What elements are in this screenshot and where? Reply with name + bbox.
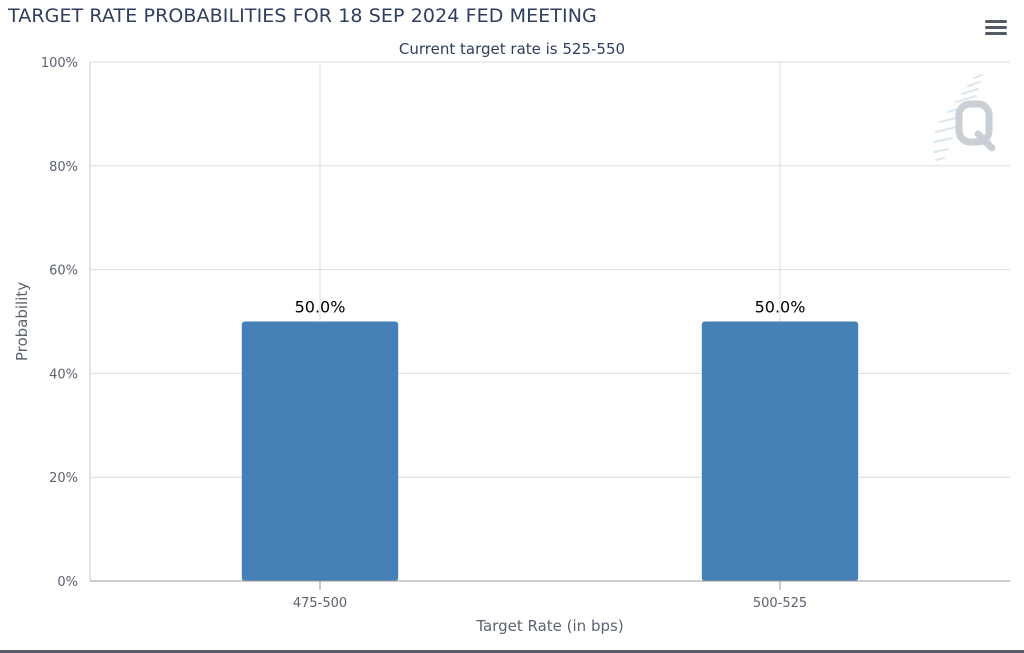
x-tick-label: 500-525	[753, 596, 807, 611]
bottom-border	[0, 650, 1024, 653]
y-tick-label: 100%	[41, 56, 78, 71]
chart-subtitle: Current target rate is 525-550	[398, 40, 626, 58]
x-tick-label: 475-500	[293, 596, 347, 611]
q-logo-watermark-icon	[933, 74, 996, 161]
menu-bar-bottom	[985, 32, 1007, 35]
menu-bar-top	[985, 20, 1007, 23]
y-tick-label: 20%	[49, 471, 78, 486]
bar-data-label: 50.0%	[755, 298, 806, 317]
y-tick-label: 0%	[57, 575, 78, 590]
y-tick-label: 80%	[49, 160, 78, 175]
hamburger-menu-icon[interactable]	[982, 16, 1010, 40]
menu-bar-middle	[985, 26, 1007, 29]
y-tick-label: 40%	[49, 367, 78, 382]
bar	[241, 321, 399, 581]
chart-title: TARGET RATE PROBABILITIES FOR 18 SEP 202…	[8, 5, 597, 27]
y-axis-title: Probability	[13, 282, 31, 361]
bar	[701, 321, 859, 581]
y-tick-label: 60%	[49, 264, 78, 279]
bar-data-label: 50.0%	[295, 298, 346, 317]
x-axis-title: Target Rate (in bps)	[475, 617, 623, 635]
